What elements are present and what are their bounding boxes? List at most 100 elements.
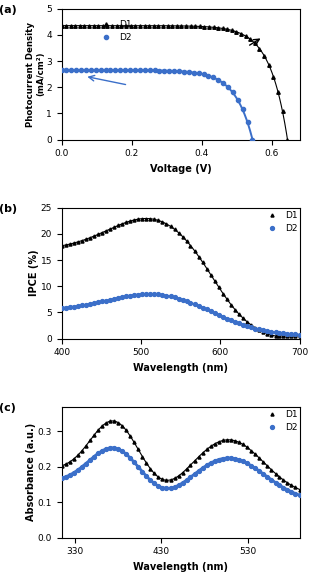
D2 [236, 97, 239, 104]
D1 [193, 23, 197, 30]
D1 [100, 229, 104, 236]
D1 [129, 22, 132, 29]
D1 [120, 22, 123, 29]
D1 [147, 22, 151, 29]
D2 [298, 492, 302, 499]
D2 [213, 458, 217, 465]
D2 [74, 67, 78, 74]
D2 [120, 294, 124, 301]
D2 [60, 305, 64, 312]
D1 [161, 22, 165, 29]
Text: (c): (c) [0, 402, 16, 413]
D2 [177, 68, 181, 75]
D2 [79, 67, 83, 74]
D2 [157, 67, 161, 74]
D1 [60, 22, 64, 29]
D1 [92, 22, 96, 29]
D2 [113, 67, 117, 74]
D2 [213, 309, 217, 316]
D2 [94, 67, 98, 74]
Legend: D1, D2: D1, D2 [97, 20, 132, 42]
D1 [175, 22, 179, 29]
D2 [60, 475, 64, 482]
D1 [253, 40, 257, 47]
D1 [74, 22, 77, 29]
D1 [298, 486, 302, 493]
D2 [221, 79, 225, 86]
D2 [128, 292, 132, 299]
D2 [226, 84, 230, 91]
D1 [112, 417, 116, 424]
D1 [141, 215, 144, 222]
D2 [153, 67, 157, 74]
Legend: D1, D2: D1, D2 [263, 211, 298, 233]
D1 [248, 36, 252, 43]
D1 [78, 22, 82, 29]
D1 [239, 30, 243, 37]
D2 [138, 67, 142, 74]
D1 [198, 23, 201, 30]
D2 [231, 89, 235, 96]
D1 [87, 22, 91, 29]
Y-axis label: Absorbance (a.u.): Absorbance (a.u.) [26, 423, 36, 522]
D2 [298, 331, 302, 338]
D2 [216, 76, 220, 83]
D1 [115, 22, 119, 29]
D2 [141, 291, 144, 298]
D1 [152, 22, 155, 29]
D1 [263, 53, 266, 60]
D1 [226, 26, 229, 33]
D2 [128, 67, 132, 74]
Y-axis label: Photocurrent Density
(mA/cm²): Photocurrent Density (mA/cm²) [26, 22, 45, 126]
D2 [202, 71, 205, 78]
D1 [128, 217, 132, 224]
Line: D1: D1 [60, 24, 289, 141]
D2 [167, 67, 171, 74]
X-axis label: Wavelength (nm): Wavelength (nm) [133, 562, 228, 572]
D1 [124, 22, 128, 29]
D1 [120, 220, 124, 227]
D2 [123, 67, 127, 74]
Line: D1: D1 [60, 217, 301, 338]
D1 [138, 22, 142, 29]
D1 [179, 22, 183, 29]
D1 [281, 108, 284, 115]
D1 [207, 24, 211, 30]
D2 [60, 67, 64, 74]
D2 [206, 72, 210, 79]
D2 [145, 473, 148, 480]
D1 [141, 453, 144, 460]
D1 [124, 427, 128, 434]
D1 [100, 423, 104, 430]
D1 [258, 45, 261, 52]
D2 [133, 67, 137, 74]
D1 [298, 332, 302, 339]
D2 [70, 67, 73, 74]
D1 [83, 22, 86, 29]
Y-axis label: IPCE (%): IPCE (%) [29, 250, 39, 297]
D2 [251, 136, 254, 143]
D1 [213, 440, 217, 447]
X-axis label: Voltage (V): Voltage (V) [150, 164, 212, 174]
D1 [267, 62, 271, 68]
D2 [65, 67, 68, 74]
D1 [272, 73, 275, 80]
D1 [202, 23, 206, 30]
Line: D2: D2 [60, 68, 255, 141]
D2 [149, 290, 152, 297]
D1 [213, 277, 217, 284]
D1 [244, 33, 248, 40]
D1 [60, 462, 64, 469]
D1 [136, 216, 140, 223]
D2 [246, 119, 249, 126]
D2 [108, 67, 112, 74]
D2 [172, 67, 176, 74]
D2 [136, 291, 140, 298]
Line: D2: D2 [60, 292, 302, 336]
D1 [69, 22, 73, 29]
D2 [100, 447, 104, 454]
D1 [106, 22, 109, 29]
Text: (b): (b) [0, 204, 17, 214]
D2 [124, 451, 128, 458]
D2 [132, 459, 136, 466]
